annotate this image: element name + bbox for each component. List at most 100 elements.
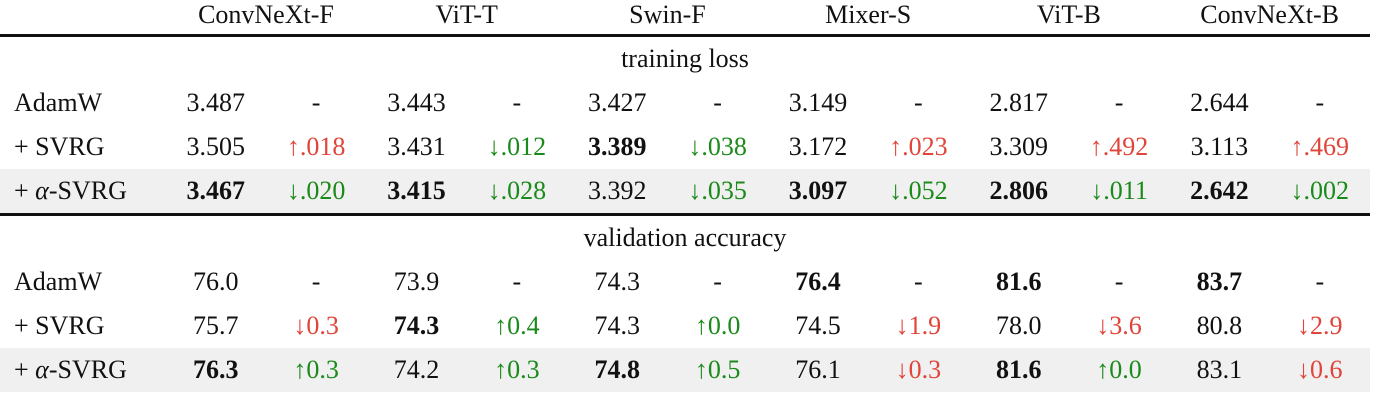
value-cell: 3.443 (387, 88, 446, 117)
method-prefix: + (14, 132, 36, 161)
delta-cell: - (913, 88, 923, 117)
value-cell: 73.9 (393, 267, 440, 296)
model-header: ViT-B (1036, 0, 1101, 29)
delta-cell: ↓.012 (487, 132, 547, 161)
value-cell: 3.487 (186, 88, 246, 117)
delta-cell: ↓.052 (868, 169, 969, 215)
method-label: + SVRG (0, 125, 166, 169)
value-cell: 81.6 (968, 348, 1069, 392)
table-row: + α-SVRG 76.3 ↑0.3 74.2 ↑0.3 74.8 ↑0.5 76.1 ↓0.3… (0, 348, 1370, 392)
value-cell: 2.817 (989, 88, 1048, 117)
delta-cell: ↓0.6 (1269, 348, 1370, 392)
delta-cell: ↓0.3 (868, 348, 969, 392)
value-cell: 83.1 (1169, 348, 1270, 392)
section-header-row: validation accuracy (0, 215, 1370, 261)
model-header: ConvNeXt-B (1200, 0, 1339, 29)
method-name: SVRG (35, 132, 105, 161)
value-cell: 3.389 (587, 132, 647, 161)
value-cell: 75.7 (193, 311, 239, 340)
delta-cell: ↓.002 (1269, 169, 1370, 215)
delta-cell: - (512, 88, 522, 117)
delta-cell: - (913, 267, 923, 296)
results-table: ConvNeXt-F ViT-T Swin-F Mixer-S ViT-B ConvNeX… (0, 0, 1370, 392)
value-cell: 3.113 (1190, 132, 1249, 161)
delta-cell: ↓.035 (667, 169, 768, 215)
delta-cell: ↓1.9 (895, 311, 942, 340)
delta-cell: ↓3.6 (1096, 311, 1142, 340)
delta-cell: - (1114, 267, 1124, 296)
delta-cell: - (512, 267, 522, 296)
method-label: AdamW (0, 81, 166, 125)
value-cell: 3.392 (567, 169, 668, 215)
delta-cell: ↓.011 (1068, 169, 1170, 215)
value-cell: 74.8 (567, 348, 668, 392)
section-title: training loss (621, 44, 749, 73)
method-alpha: α (35, 176, 49, 205)
delta-cell: ↑.492 (1089, 132, 1149, 161)
delta-cell: ↑.023 (889, 132, 948, 161)
method-prefix: + (14, 355, 36, 384)
delta-cell: ↑.018 (286, 132, 346, 161)
corner-cell (0, 0, 166, 36)
delta-cell: - (1315, 88, 1325, 117)
method-label: + SVRG (0, 304, 166, 348)
table-row: + SVRG 3.505 ↑.018 3.431 ↓.012 3.389 ↓.038 3.17… (0, 125, 1370, 169)
delta-cell: - (713, 267, 722, 296)
value-cell: 74.5 (795, 311, 841, 340)
delta-cell: - (1315, 267, 1325, 296)
delta-cell: ↑0.0 (694, 311, 741, 340)
method-label: + α-SVRG (0, 169, 166, 215)
method-name: SVRG (35, 311, 105, 340)
value-cell: 3.415 (366, 169, 467, 215)
method-name: -SVRG (48, 176, 127, 205)
delta-cell: ↑.469 (1290, 132, 1350, 161)
method-name: -SVRG (48, 355, 127, 384)
model-header: ViT-T (435, 0, 498, 29)
value-cell: 76.4 (795, 267, 841, 296)
header-row: ConvNeXt-F ViT-T Swin-F Mixer-S ViT-B ConvNeX… (0, 0, 1370, 36)
method-prefix: + (14, 311, 36, 340)
value-cell: 74.2 (366, 348, 467, 392)
table-row: + SVRG 75.7 ↓0.3 74.3 ↑0.4 74.3 ↑0.0 74.5 ↓1.9 78… (0, 304, 1370, 348)
delta-cell: ↑0.5 (667, 348, 768, 392)
delta-cell: - (1114, 88, 1124, 117)
value-cell: 80.8 (1196, 311, 1243, 340)
table-row: + α-SVRG 3.467 ↓.020 3.415 ↓.028 3.392 ↓.035 3.… (0, 169, 1370, 215)
value-cell: 2.806 (968, 169, 1069, 215)
method-alpha: α (35, 355, 49, 384)
method-name: AdamW (14, 267, 103, 296)
delta-cell: ↑0.4 (494, 311, 540, 340)
table-row: AdamW 76.0 - 73.9 - 74.3 - 76.4 - 81.6 - 83.7 - (0, 260, 1370, 304)
value-cell: 81.6 (995, 267, 1042, 296)
value-cell: 3.431 (387, 132, 446, 161)
value-cell: 74.3 (393, 311, 440, 340)
section-header-row: training loss (0, 36, 1370, 82)
value-cell: 3.505 (186, 132, 246, 161)
value-cell: 2.642 (1169, 169, 1270, 215)
delta-cell: ↑0.3 (265, 348, 367, 392)
value-cell: 3.427 (587, 88, 647, 117)
section-title: validation accuracy (583, 223, 787, 252)
value-cell: 3.149 (788, 88, 848, 117)
delta-cell: - (713, 88, 722, 117)
model-header: Mixer-S (825, 0, 912, 29)
delta-cell: ↑0.3 (466, 348, 568, 392)
delta-cell: ↓.020 (265, 169, 367, 215)
table-row: AdamW 3.487 - 3.443 - 3.427 - 3.149 - 2.817 - 2.644… (0, 81, 1370, 125)
delta-cell: ↓0.3 (293, 311, 339, 340)
method-label: AdamW (0, 260, 166, 304)
delta-cell: ↓.028 (466, 169, 568, 215)
delta-cell: - (311, 267, 321, 296)
delta-cell: ↓.038 (688, 132, 747, 161)
value-cell: 76.3 (165, 348, 266, 392)
value-cell: 3.467 (165, 169, 266, 215)
value-cell: 3.172 (788, 132, 848, 161)
method-name: AdamW (14, 88, 103, 117)
value-cell: 83.7 (1196, 267, 1243, 296)
delta-cell: ↓2.9 (1297, 311, 1343, 340)
method-label: + α-SVRG (0, 348, 166, 392)
value-cell: 2.644 (1190, 88, 1249, 117)
value-cell: 78.0 (995, 311, 1042, 340)
value-cell: 74.3 (594, 267, 640, 296)
model-header: ConvNeXt-F (198, 0, 334, 29)
